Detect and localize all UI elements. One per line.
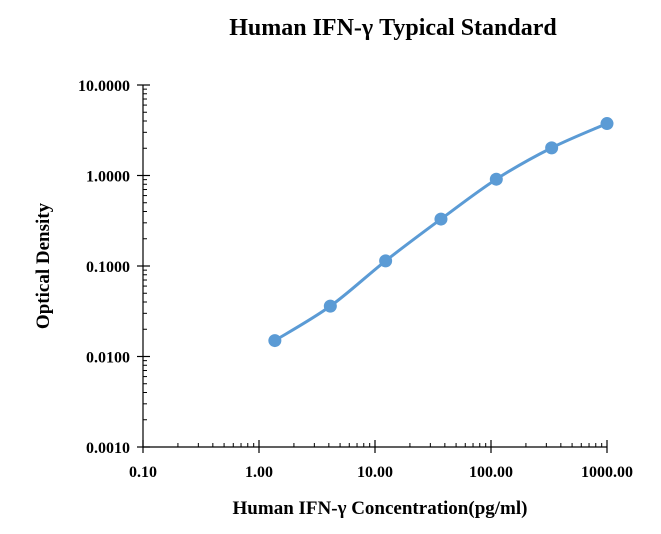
y-tick-label: 0.0100 [86, 350, 130, 367]
data-point [268, 334, 282, 348]
data-point [600, 117, 614, 131]
x-axis-label: Human IFN-γ Concentration(pg/ml) [233, 498, 528, 519]
data-point [434, 212, 448, 226]
x-tick-label: 0.10 [129, 464, 157, 481]
y-tick-label: 0.0010 [86, 440, 130, 457]
x-tick-label: 1.00 [245, 464, 273, 481]
x-tick-label: 100.00 [469, 464, 513, 481]
y-tick-label: 1.0000 [86, 169, 130, 186]
axes: 0.0010 0.0100 0.1000 1.0000 10.0000 0.10 1.00 1… [78, 78, 633, 481]
series [268, 117, 614, 348]
y-tick-label: 10.0000 [78, 78, 130, 95]
data-point [379, 254, 393, 268]
x-tick-label: 10.00 [357, 464, 393, 481]
data-point [323, 299, 337, 313]
data-point [545, 141, 559, 155]
data-point [489, 172, 503, 186]
y-axis-label: Optical Density [33, 202, 54, 329]
chart-title: Human IFN-γ Typical Standard [229, 15, 557, 41]
x-tick-label: 1000.00 [581, 464, 633, 481]
y-tick-label: 0.1000 [86, 259, 130, 276]
